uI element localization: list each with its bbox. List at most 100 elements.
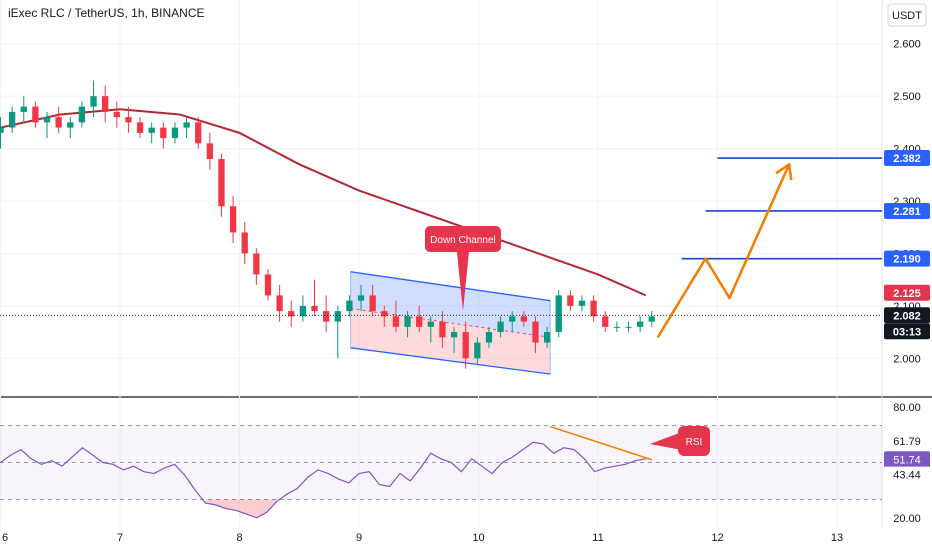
countdown-tag: 03:13	[884, 323, 930, 340]
candle-body	[253, 253, 260, 275]
candle-body	[555, 295, 562, 333]
price-tag-box	[884, 250, 930, 267]
candle-body	[578, 300, 586, 306]
candle-body	[497, 321, 504, 333]
projection-path	[656, 163, 793, 338]
candle-body	[532, 321, 539, 343]
rsi-tag-label: 51.74	[893, 454, 921, 466]
projection-arrowhead	[775, 163, 793, 181]
price-tick-label: 2.500	[893, 91, 921, 103]
price-tag: 2.281	[884, 202, 930, 219]
x-tick-label: 12	[711, 532, 723, 544]
rsi-tick-label: 20.00	[893, 513, 921, 525]
candle-body	[20, 106, 27, 112]
candle-body	[602, 316, 609, 327]
candle	[148, 122, 155, 144]
rsi-value-tag: 51.74	[884, 451, 930, 468]
candle	[648, 311, 655, 327]
candle	[392, 300, 400, 333]
candle	[404, 311, 411, 338]
target-lines	[681, 157, 882, 260]
x-tick-label: 13	[831, 532, 843, 544]
candle-body	[0, 127, 4, 133]
candle	[183, 117, 190, 139]
price-tag-box	[884, 307, 930, 324]
candle	[357, 284, 365, 312]
candle-body	[520, 316, 527, 322]
x-tick-label: 9	[356, 532, 362, 544]
x-tick-label: 8	[236, 532, 242, 544]
channel-mid-line	[350, 308, 551, 338]
candle	[346, 295, 353, 317]
rsi-tag-box	[884, 466, 930, 483]
candle	[206, 132, 213, 170]
candle-body	[392, 316, 400, 327]
candle-body	[625, 326, 632, 328]
candle	[416, 305, 423, 333]
candle	[613, 321, 621, 333]
candle	[532, 316, 539, 354]
candle	[136, 117, 144, 139]
candle	[171, 122, 179, 144]
candle	[427, 316, 434, 343]
price-tick-label: 2.600	[893, 39, 921, 51]
candle	[439, 311, 446, 348]
candle-body	[567, 295, 574, 306]
candle-body	[78, 106, 86, 123]
callout-pointer	[650, 432, 682, 450]
candle	[311, 279, 318, 317]
candle	[602, 311, 609, 333]
x-tick-label: 7	[117, 532, 123, 544]
candle	[509, 311, 516, 333]
candle	[543, 326, 551, 348]
x-tick-label: 6	[2, 532, 8, 544]
channel-upper-line	[350, 271, 551, 302]
candle	[497, 316, 504, 338]
candle-body	[229, 206, 237, 233]
candle-body	[346, 300, 353, 312]
callout-box	[424, 226, 501, 252]
candle-body	[136, 122, 144, 133]
candle-body	[171, 127, 179, 139]
rsi-series-line	[0, 441, 646, 519]
callout-label: RSI	[686, 437, 703, 448]
x-tick-label: 10	[472, 532, 484, 544]
candle	[218, 153, 225, 217]
candle-body	[125, 117, 132, 123]
candle-body	[474, 342, 481, 359]
callout-pointer	[456, 252, 469, 312]
candle	[113, 101, 120, 128]
candle	[195, 117, 202, 149]
currency-badge[interactable]: USDT	[887, 3, 927, 27]
candle-body	[334, 311, 341, 322]
candle-body	[288, 311, 295, 317]
candle-body	[613, 326, 621, 328]
candle	[578, 295, 586, 312]
candle-body	[648, 316, 655, 322]
candle	[590, 295, 597, 322]
candle-body	[637, 321, 644, 327]
down-channel-callout: Down Channel	[424, 226, 501, 312]
candle-body	[276, 295, 283, 312]
candle	[462, 321, 469, 369]
candle	[0, 117, 4, 149]
candle-body	[311, 305, 318, 312]
candle-body	[113, 111, 120, 118]
candle	[32, 101, 39, 128]
candle-body	[439, 321, 446, 338]
price-tag-label: 2.082	[893, 310, 921, 322]
candle	[334, 305, 341, 359]
callout-box	[678, 426, 710, 456]
candle-body	[357, 295, 365, 301]
candle-body	[206, 143, 213, 160]
candle-body	[148, 127, 155, 133]
rsi-tag-box	[884, 451, 930, 468]
rsi-tag-label: 61.79	[893, 436, 921, 448]
candle	[567, 290, 574, 312]
axes: 6789101112132.0002.1002.2002.3002.4002.5…	[2, 39, 930, 544]
price-tag: 2.382	[884, 150, 930, 167]
rsi-line	[0, 425, 653, 519]
candle	[43, 111, 51, 139]
candle	[264, 269, 272, 301]
